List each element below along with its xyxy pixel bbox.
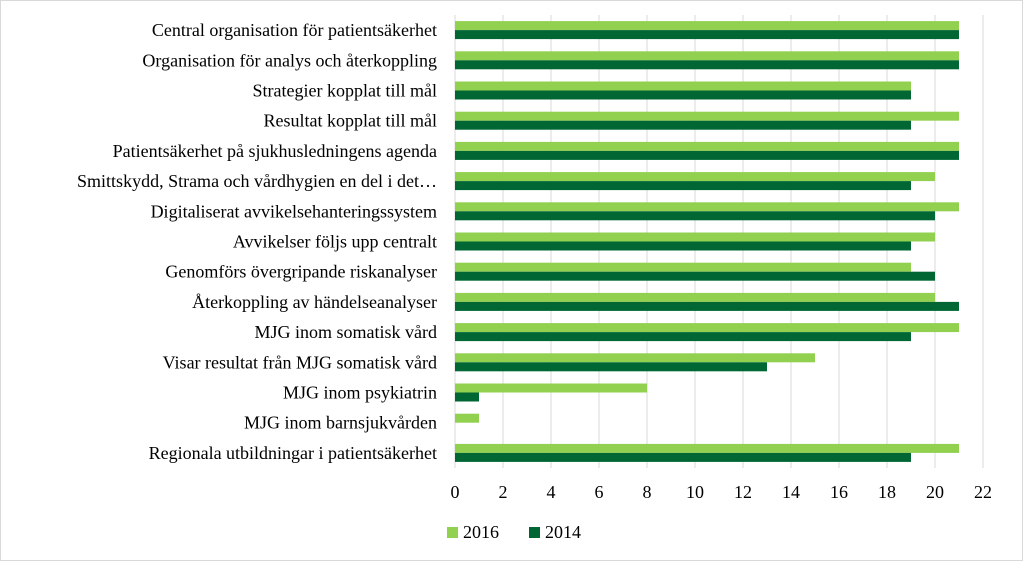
x-tick-label: 8 — [643, 482, 652, 502]
category-label: Avvikelser följs upp centralt — [233, 232, 437, 252]
x-tick-labels: 0 2 4 6 8 10 12 14 16 18 20 22 — [451, 482, 993, 502]
x-tick-label: 6 — [595, 482, 604, 502]
legend: 2016 2014 — [447, 522, 581, 542]
legend-swatch-2014 — [529, 527, 540, 538]
bar-2014-10 — [455, 301, 959, 311]
bar-2016-7 — [455, 202, 959, 212]
category-label: Visar resultat från MJG somatisk vård — [163, 352, 437, 372]
category-label: MJG inom somatisk vård — [255, 322, 438, 342]
x-tick-label: 10 — [686, 482, 704, 502]
bar-2014-1 — [455, 30, 959, 40]
category-label: Organisation för analys och återkoppling — [142, 50, 437, 70]
category-labels: Central organisation för patientsäkerhet… — [77, 20, 437, 463]
x-tick-label: 16 — [830, 482, 848, 502]
category-label: Patientsäkerhet på sjukhusledningens age… — [113, 141, 437, 161]
category-label: MJG inom psykiatrin — [283, 383, 437, 403]
bar-2016-3 — [455, 81, 911, 91]
x-tick-label: 18 — [878, 482, 896, 502]
bar-2014-11 — [455, 332, 911, 342]
legend-swatch-2016 — [447, 527, 458, 538]
bar-2016-14 — [455, 413, 479, 423]
x-tick-label: 22 — [974, 482, 992, 502]
bar-2014-13 — [455, 392, 479, 402]
bar-2016-13 — [455, 383, 647, 393]
category-label: Digitaliserat avvikelsehanteringssystem — [151, 201, 437, 221]
legend-label-2014: 2014 — [545, 522, 581, 542]
bar-2016-9 — [455, 262, 911, 272]
x-tick-label: 4 — [547, 482, 556, 502]
bar-2016-5 — [455, 141, 959, 151]
bar-2014-7 — [455, 211, 935, 221]
bar-2016-11 — [455, 323, 959, 333]
x-tick-label: 0 — [451, 482, 460, 502]
bar-2014-12 — [455, 362, 767, 372]
bar-2014-4 — [455, 120, 911, 130]
bar-2014-2 — [455, 60, 959, 70]
bar-2016-1 — [455, 21, 959, 31]
bar-2016-6 — [455, 172, 935, 182]
bar-2016-8 — [455, 232, 935, 242]
bars — [455, 21, 959, 462]
bar-2014-9 — [455, 271, 935, 281]
bar-2016-12 — [455, 353, 815, 363]
category-label: Smittskydd, Strama och vårdhygien en del… — [77, 171, 437, 191]
category-label: Regionala utbildningar i patientsäkerhet — [149, 443, 437, 463]
x-tick-label: 20 — [926, 482, 944, 502]
category-label: Resultat kopplat till mål — [264, 111, 437, 131]
bar-2016-10 — [455, 292, 935, 302]
category-label: Genomförs övergripande riskanalyser — [165, 262, 437, 282]
category-label: Strategier kopplat till mål — [253, 81, 437, 101]
bar-2014-3 — [455, 90, 911, 100]
bar-2016-15 — [455, 443, 959, 453]
x-tick-label: 12 — [734, 482, 752, 502]
bar-2016-2 — [455, 51, 959, 61]
bar-2014-6 — [455, 181, 911, 191]
bar-2016-4 — [455, 111, 959, 121]
legend-label-2016: 2016 — [463, 522, 499, 542]
bar-2014-15 — [455, 452, 911, 462]
category-label: Återkoppling av händelseanalyser — [192, 292, 437, 312]
category-label: Central organisation för patientsäkerhet — [152, 20, 437, 40]
bar-2014-5 — [455, 150, 959, 160]
x-tick-label: 2 — [499, 482, 508, 502]
x-tick-label: 14 — [782, 482, 800, 502]
category-label: MJG inom barnsjukvården — [244, 413, 437, 433]
bar-2014-8 — [455, 241, 911, 251]
